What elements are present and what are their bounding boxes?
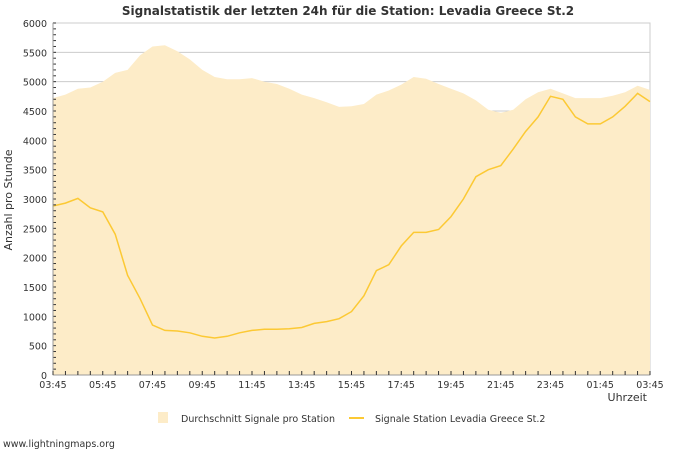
x-axis-label: Uhrzeit <box>608 391 648 404</box>
y-tick-label: 3500 <box>23 166 47 177</box>
legend-label-average: Durchschnitt Signale pro Station <box>181 414 335 425</box>
x-tick-label: 13:45 <box>288 380 315 391</box>
x-tick-label: 23:45 <box>537 380 564 391</box>
x-tick-label: 21:45 <box>487 380 514 391</box>
x-tick-label: 11:45 <box>238 380 265 391</box>
y-axis-label: Anzahl pro Stunde <box>2 149 15 250</box>
y-tick-label: 1500 <box>23 283 47 294</box>
chart-title: Signalstatistik der letzten 24h für die … <box>122 4 574 18</box>
footer-site-link[interactable]: www.lightningmaps.org <box>3 439 115 450</box>
x-tick-label: 17:45 <box>388 380 415 391</box>
y-tick-label: 1000 <box>23 312 47 323</box>
y-tick-label: 2500 <box>23 224 47 235</box>
y-tick-label: 5500 <box>23 48 47 59</box>
y-tick-label: 0 <box>41 371 47 382</box>
legend-label-station: Signale Station Levadia Greece St.2 <box>375 414 545 425</box>
legend: Durchschnitt Signale pro Station Signale… <box>158 412 545 425</box>
y-tick-label: 6000 <box>23 19 47 30</box>
y-tick-label: 500 <box>29 342 47 353</box>
x-tick-label: 03:45 <box>39 380 66 391</box>
x-tick-label: 05:45 <box>89 380 116 391</box>
x-tick-label: 07:45 <box>139 380 166 391</box>
y-tick-label: 3000 <box>23 195 47 206</box>
x-tick-label: 03:45 <box>636 380 663 391</box>
y-tick-label: 5000 <box>23 78 47 89</box>
x-tick-label: 01:45 <box>587 380 614 391</box>
x-tick-label: 19:45 <box>437 380 464 391</box>
y-tick-label: 2000 <box>23 254 47 265</box>
y-tick-label: 4000 <box>23 136 47 147</box>
x-tick-label: 15:45 <box>338 380 365 391</box>
series-area-average <box>53 45 650 376</box>
x-tick-label: 09:45 <box>189 380 216 391</box>
y-tick-label: 4500 <box>23 107 47 118</box>
legend-swatch-average <box>158 412 168 423</box>
